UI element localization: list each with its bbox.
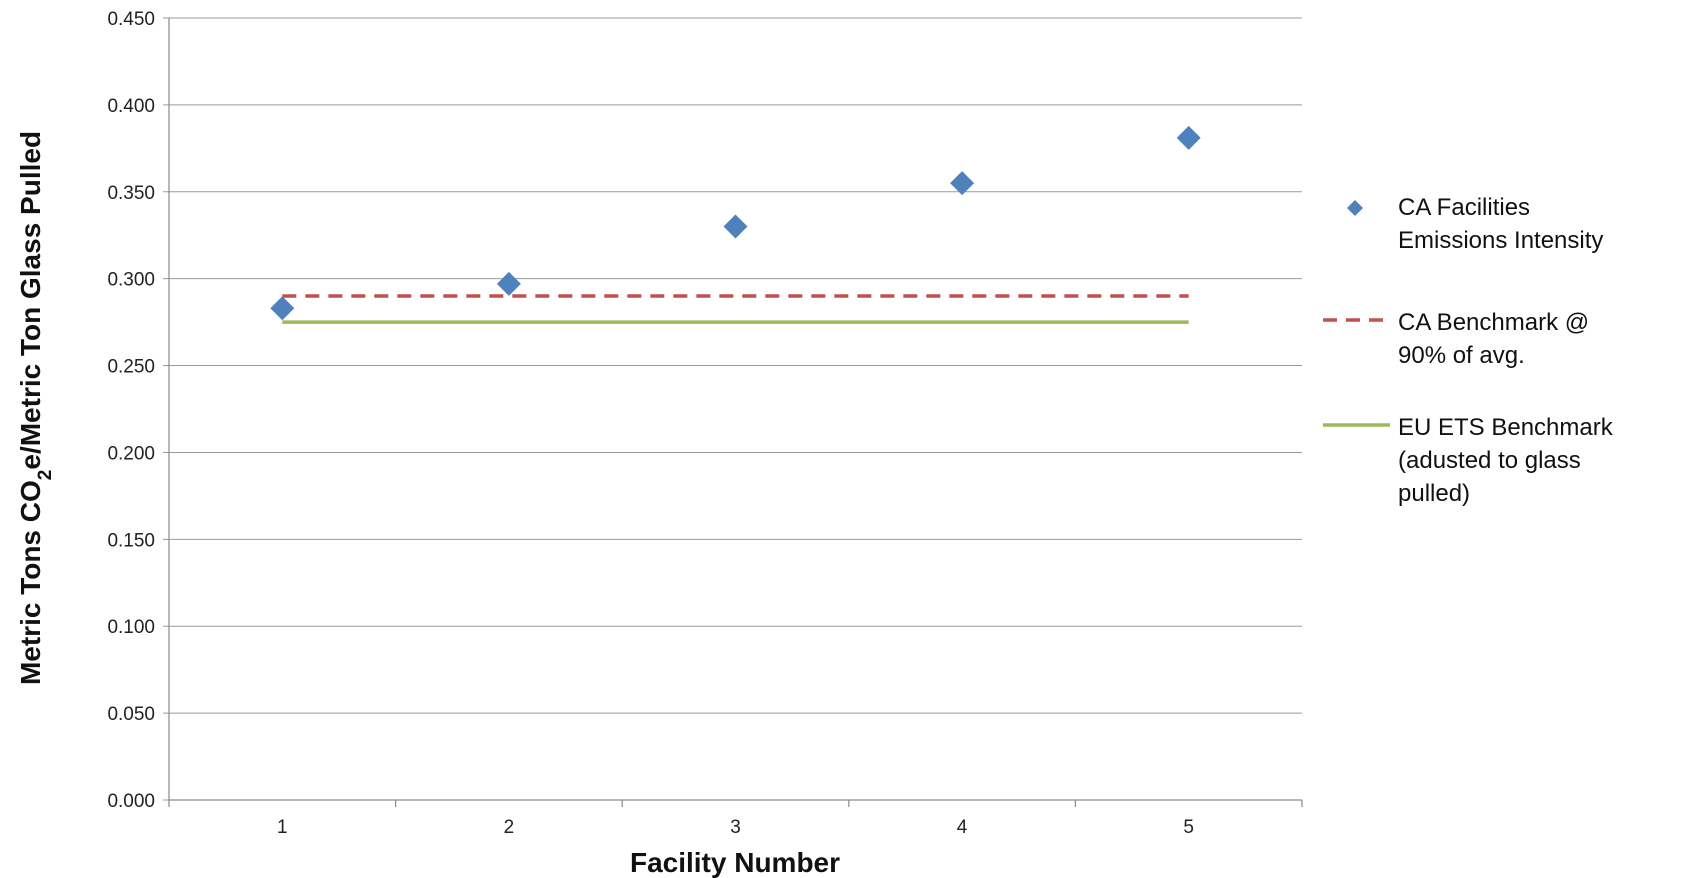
data-point-facility-3: [723, 214, 748, 239]
y-axis-title-part2: e/Metric Ton Glass Pulled: [15, 131, 46, 470]
legend-item: CA Facilities Emissions Intensity: [1347, 194, 1603, 254]
y-axis-title: Metric Tons CO2e/Metric Ton Glass Pulled: [15, 131, 56, 685]
y-tick-label: 0.300: [107, 270, 155, 291]
legend: CA Facilities Emissions Intensity CA Bench…: [1323, 194, 1614, 507]
y-tick-label: 0.000: [107, 791, 155, 812]
legend-label: (adusted to glass: [1398, 447, 1581, 474]
data-point-facility-2: [496, 271, 521, 296]
legend-item: EU ETS Benchmark (adusted to glass pulled): [1323, 414, 1614, 507]
y-axis-title-subscript: 2: [35, 470, 56, 481]
legend-label: Emissions Intensity: [1398, 227, 1603, 254]
legend-label: pulled): [1398, 480, 1470, 507]
x-tick-labels: 1 2 3 4 5: [277, 817, 1194, 838]
x-tick-label: 5: [1183, 817, 1194, 838]
legend-label: CA Facilities: [1398, 194, 1530, 221]
legend-label: 90% of avg.: [1398, 342, 1525, 369]
y-tick-label: 0.400: [107, 96, 155, 117]
gridlines: [163, 17, 1302, 801]
legend-label: EU ETS Benchmark: [1398, 414, 1614, 441]
y-tick-label: 0.350: [107, 183, 155, 204]
y-tick-label: 0.200: [107, 443, 155, 464]
y-tick-label: 0.150: [107, 530, 155, 551]
plot-series: [270, 125, 1201, 324]
legend-item: CA Benchmark @ 90% of avg.: [1323, 309, 1589, 369]
legend-label: CA Benchmark @: [1398, 309, 1589, 336]
y-axis-title-part1: Metric Tons CO: [15, 480, 46, 685]
legend-marker-diamond: [1347, 200, 1363, 216]
y-tick-label: 0.450: [107, 9, 155, 30]
data-point-facility-4: [950, 171, 975, 196]
axes: [168, 18, 1303, 807]
y-tick-label: 0.250: [107, 357, 155, 378]
y-tick-label: 0.100: [107, 617, 155, 638]
x-tick-label: 4: [957, 817, 968, 838]
x-tick-label: 3: [730, 817, 741, 838]
y-tick-labels: 0.000 0.050 0.100 0.150 0.200 0.250 0.300 0.350…: [107, 9, 155, 812]
x-tick-label: 2: [504, 817, 515, 838]
x-axis-title: Facility Number: [630, 847, 840, 878]
data-point-facility-5: [1176, 125, 1201, 150]
x-tick-label: 1: [277, 817, 288, 838]
data-point-facility-1: [270, 296, 295, 321]
y-tick-label: 0.050: [107, 704, 155, 725]
